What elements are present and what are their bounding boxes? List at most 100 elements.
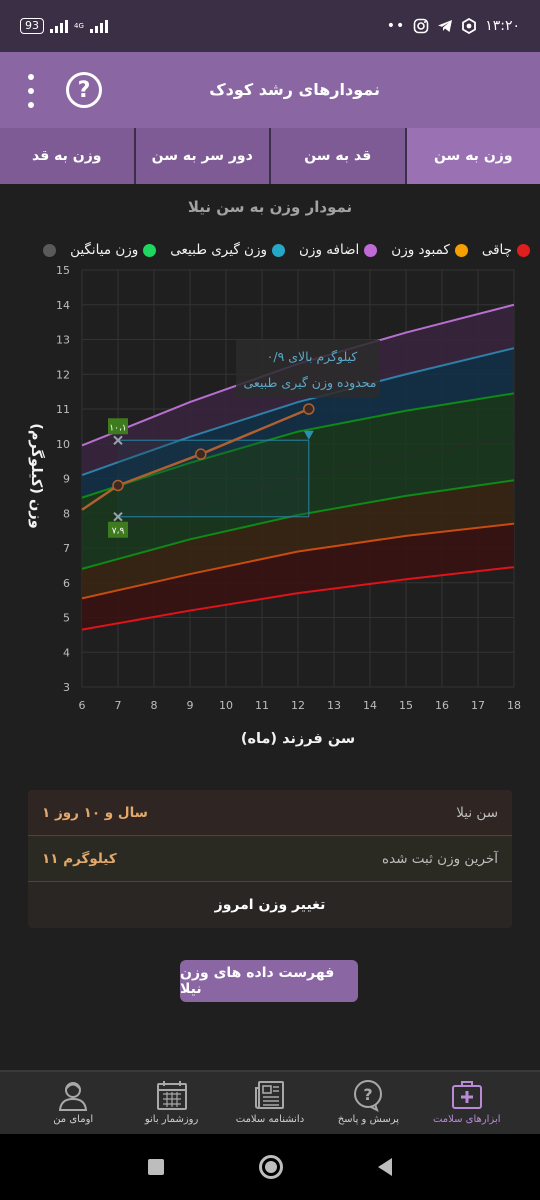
x-tick-label: 13 bbox=[327, 699, 341, 712]
band-fill bbox=[82, 436, 514, 569]
curve-orange bbox=[81, 522, 515, 600]
app-header: ? نمودارهای رشد کودک bbox=[0, 52, 540, 128]
tab-head-for-age[interactable]: دور سر به سن bbox=[133, 128, 270, 184]
battery-indicator: 93 bbox=[20, 18, 44, 34]
x-tick-label: 9 bbox=[187, 699, 194, 712]
legend-normal-gain-label: وزن گیری طبیعی bbox=[170, 242, 268, 258]
age-label: سن نیلا bbox=[456, 804, 498, 821]
legend-average[interactable]: وزن میانگین bbox=[70, 242, 157, 258]
weight-list-button[interactable]: فهرست داده های وزن نیلا bbox=[180, 960, 358, 1002]
legend-obesity-dot bbox=[517, 243, 530, 257]
chart-legend: چاقی کمبود وزن اضافه وزن وزن گیری طبیعی … bbox=[10, 238, 530, 262]
y-tick-label: 14 bbox=[56, 299, 70, 312]
recent-apps-icon[interactable] bbox=[147, 1159, 164, 1175]
legend-underweight-label: کمبود وزن bbox=[391, 242, 450, 258]
y-tick-label: 8 bbox=[63, 507, 70, 520]
question-bubble-icon: ? bbox=[354, 1080, 383, 1112]
band-fill bbox=[82, 348, 514, 498]
child-weight-point bbox=[303, 403, 315, 415]
home-icon[interactable] bbox=[258, 1155, 283, 1179]
range-upper-tag-box bbox=[108, 418, 128, 435]
status-right: •• ۱۳:۲۰ bbox=[387, 18, 520, 34]
y-tick-label: 7 bbox=[63, 542, 70, 555]
instagram-icon bbox=[413, 18, 429, 34]
weight-for-age-chart: ۱۰،۱ ۷،۹ ۰/۹ کیلوگرم بالای محدوده وزن گیری … bbox=[28, 264, 521, 747]
x-tick-label: 17 bbox=[471, 699, 485, 712]
x-tick-label: 11 bbox=[255, 699, 269, 712]
nav-profile-label: اومای من bbox=[53, 1114, 94, 1125]
clock: ۱۳:۲۰ bbox=[485, 18, 520, 34]
y-tick-label: 6 bbox=[63, 577, 70, 590]
legend-average-label: وزن میانگین bbox=[70, 242, 139, 258]
newspaper-icon bbox=[254, 1081, 284, 1109]
y-tick-label: 11 bbox=[56, 403, 70, 416]
x-tick-label: 8 bbox=[151, 699, 158, 712]
x-tick-label: 6 bbox=[79, 699, 86, 712]
weight-value: ۱۱ کیلوگرم bbox=[42, 850, 117, 867]
x-tick-label: 16 bbox=[435, 699, 449, 712]
annotation-line1: ۰/۹ کیلوگرم بالای bbox=[267, 349, 358, 365]
annotation-box bbox=[236, 340, 380, 398]
legend-average-dot bbox=[143, 243, 157, 257]
y-tick-label: 13 bbox=[56, 334, 70, 347]
weight-label: آخرین وزن ثبت شده bbox=[382, 850, 498, 867]
page-title: نمودارهای رشد کودک bbox=[209, 80, 380, 99]
back-icon[interactable] bbox=[378, 1158, 393, 1176]
nav-encyclopedia-label: دانشنامه سلامت bbox=[235, 1114, 305, 1125]
legend-underweight[interactable]: کمبود وزن bbox=[391, 242, 468, 258]
tab-weight-for-age[interactable]: وزن به سن bbox=[404, 128, 540, 184]
x-tick-label: 12 bbox=[291, 699, 305, 712]
nav-qa[interactable]: ? پرسش و پاسخ bbox=[328, 1072, 408, 1125]
legend-overweight-label: اضافه وزن bbox=[299, 242, 360, 258]
nav-health-tools[interactable]: ابزارهای سلامت bbox=[427, 1072, 507, 1125]
curve-green bbox=[81, 392, 515, 499]
y-tick-label: 4 bbox=[63, 646, 70, 659]
child-weight-point bbox=[112, 479, 124, 492]
svg-text:?: ? bbox=[364, 1085, 373, 1104]
band-fill bbox=[82, 480, 514, 599]
tab-weight-for-height[interactable]: وزن به قد bbox=[32, 148, 102, 164]
legend-obesity[interactable]: چاقی bbox=[482, 242, 530, 258]
y-tick-label: 9 bbox=[63, 473, 70, 486]
legend-overweight[interactable]: اضافه وزن bbox=[299, 242, 378, 258]
change-weight-button[interactable]: تغییر وزن امروز bbox=[214, 897, 326, 913]
tab-height-for-age[interactable]: قد به سن bbox=[269, 128, 405, 184]
x-axis-label: سن فرزند (ماه) bbox=[241, 731, 355, 747]
weight-row: ۱۱ کیلوگرم آخرین وزن ثبت شده bbox=[28, 836, 512, 882]
child-info-card: ۱ سال و ۱۰ روز سن نیلا ۱۱ کیلوگرم آخرین … bbox=[28, 790, 512, 928]
current-weight-arrow bbox=[303, 430, 314, 440]
network-type: 4G bbox=[74, 21, 84, 30]
y-axis-label: وزن (کیلوگرم) bbox=[28, 423, 46, 528]
status-bar: 93 4G •• ۱۳:۲۰ bbox=[0, 0, 540, 52]
range-lower-tag-box bbox=[108, 521, 128, 538]
age-row: ۱ سال و ۱۰ روز سن نیلا bbox=[28, 790, 512, 836]
curve-blue bbox=[81, 347, 515, 476]
y-tick-label: 5 bbox=[63, 612, 70, 625]
curve-mid bbox=[81, 436, 515, 540]
nav-encyclopedia[interactable]: دانشنامه سلامت bbox=[230, 1072, 310, 1125]
x-tick-label: 7 bbox=[115, 699, 122, 712]
legend-extra-dot bbox=[43, 243, 57, 257]
telegram-icon bbox=[438, 20, 453, 32]
first-aid-kit-icon bbox=[451, 1081, 482, 1109]
help-button[interactable]: ? bbox=[66, 72, 102, 108]
nav-qa-label: پرسش و پاسخ bbox=[337, 1114, 399, 1125]
chart-tabs: وزن به سن قد به سن دور سر به سن وزن به ق… bbox=[0, 128, 540, 184]
app-hex-icon bbox=[462, 18, 477, 34]
status-left: 93 4G bbox=[20, 18, 108, 34]
range-box bbox=[118, 440, 309, 517]
legend-obesity-label: چاقی bbox=[481, 242, 512, 258]
range-lower-tag-label: ۷،۹ bbox=[112, 527, 125, 537]
bottom-nav: ابزارهای سلامت ? پرسش و پاسخ دانشنامه سل… bbox=[0, 1070, 540, 1134]
x-tick-label: 15 bbox=[399, 699, 413, 712]
band-fill bbox=[82, 523, 514, 630]
x-tick-label: 18 bbox=[507, 699, 521, 712]
legend-extra[interactable] bbox=[43, 243, 57, 257]
more-menu-icon[interactable] bbox=[24, 74, 38, 108]
chart-title: نمودار وزن به سن نیلا bbox=[187, 198, 353, 216]
nav-profile[interactable]: اومای من bbox=[33, 1072, 113, 1125]
x-tick-label: 10 bbox=[219, 699, 233, 712]
curve-green-low bbox=[81, 479, 515, 570]
nav-calendar[interactable]: روزشمار بانو bbox=[132, 1072, 212, 1125]
legend-normal-gain[interactable]: وزن گیری طبیعی bbox=[170, 242, 286, 258]
